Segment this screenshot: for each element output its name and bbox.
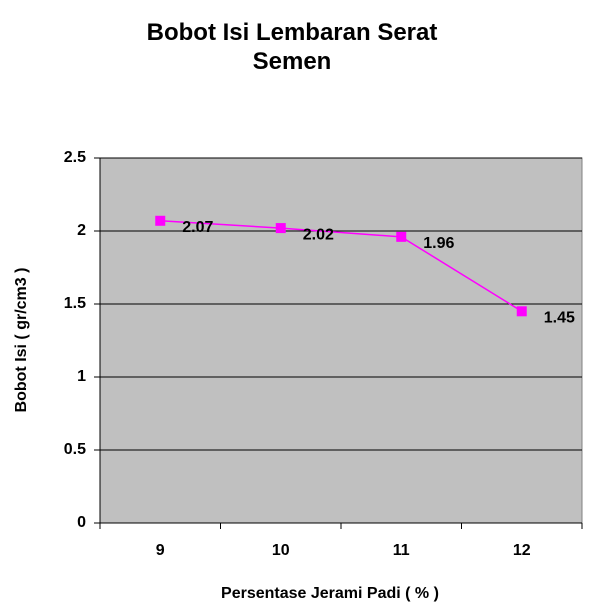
marker: [275, 223, 286, 234]
x-tick-label: 10: [272, 542, 290, 559]
plot-area: [99, 157, 583, 524]
y-tick-label: 0: [77, 514, 86, 531]
y-tick-label: 1: [77, 368, 86, 385]
y-tick-label: 0.5: [64, 441, 86, 458]
marker: [396, 231, 407, 242]
x-tick-label: 12: [513, 542, 531, 559]
y-tick-label: 1.5: [64, 295, 86, 312]
y-tick-label: 2: [77, 222, 86, 239]
chart-title: Bobot Isi Lembaran Serat Semen: [146, 19, 438, 75]
marker: [155, 215, 166, 226]
x-tick-label: 9: [156, 542, 165, 559]
marker: [516, 306, 527, 317]
data-label: 2.02: [303, 226, 334, 243]
data-label: 1.45: [544, 310, 575, 327]
y-axis-label: Bobot Isi ( gr/cm3 ): [13, 268, 30, 413]
x-tick-label: 11: [393, 542, 410, 559]
data-label: 1.96: [423, 235, 454, 252]
line: [160, 220, 523, 312]
x-axis-label: Persentase Jerami Padi ( % ): [221, 585, 439, 602]
y-tick-label: 2.5: [64, 149, 86, 166]
data-label: 2.07: [182, 219, 213, 236]
